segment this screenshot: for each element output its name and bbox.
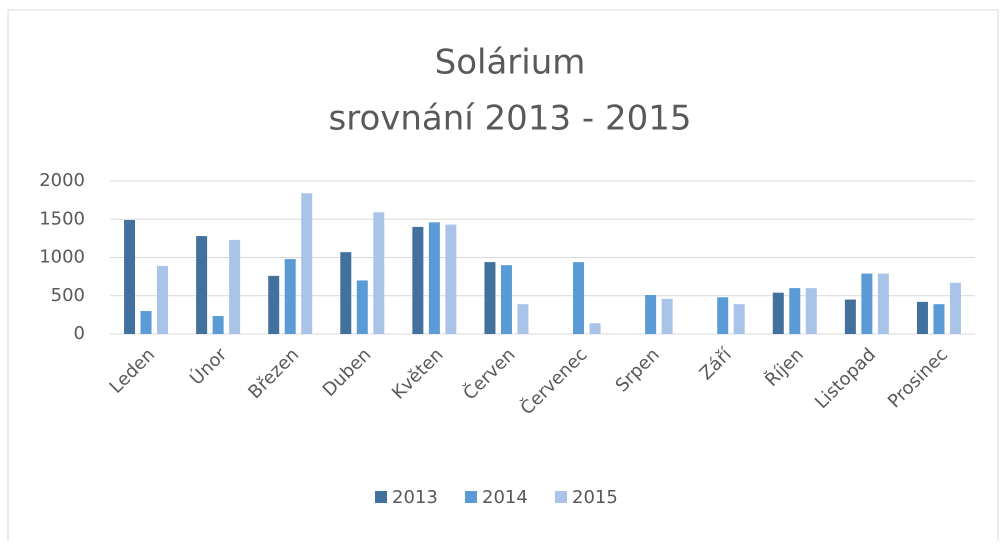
bar xyxy=(733,304,745,334)
chart-subtitle: srovnání 2013 - 2015 xyxy=(329,99,692,139)
bar xyxy=(573,262,585,334)
y-tick-label: 1500 xyxy=(39,208,85,229)
bar xyxy=(789,288,801,334)
bar xyxy=(517,304,529,334)
bar xyxy=(212,316,224,334)
bar xyxy=(301,193,313,334)
bar xyxy=(877,273,889,334)
bar xyxy=(933,304,945,334)
y-tick-label: 500 xyxy=(51,285,85,306)
bar xyxy=(412,226,424,334)
bar xyxy=(284,259,296,334)
legend-swatch xyxy=(375,491,387,503)
x-tick-label: Červen xyxy=(459,344,520,405)
x-tick-label: Únor xyxy=(185,343,231,389)
bar xyxy=(157,265,169,334)
bar xyxy=(805,288,817,334)
bar xyxy=(484,262,496,334)
bar xyxy=(717,297,729,334)
bar xyxy=(916,301,928,334)
legend-label: 2015 xyxy=(572,487,618,508)
x-tick-label: Červenec xyxy=(516,344,592,420)
x-tick-label: Listopad xyxy=(811,344,880,413)
bar xyxy=(445,224,457,334)
legend-swatch xyxy=(465,491,477,503)
chart-title: Solárium xyxy=(435,43,586,83)
y-tick-label: 2000 xyxy=(39,170,85,191)
x-tick-label: Duben xyxy=(319,344,376,401)
bar xyxy=(661,298,673,334)
legend-label: 2014 xyxy=(482,487,528,508)
bar xyxy=(196,236,208,334)
x-tick-label: Březen xyxy=(244,344,303,403)
x-tick-label: Prosinec xyxy=(884,344,952,412)
bar xyxy=(500,265,512,334)
chart-frame xyxy=(7,9,999,545)
legend-swatch xyxy=(555,491,567,503)
bar xyxy=(140,311,152,334)
bar xyxy=(772,292,784,334)
bar xyxy=(268,275,280,334)
y-tick-label: 1000 xyxy=(39,247,85,268)
bar xyxy=(949,282,961,334)
bar xyxy=(356,280,368,334)
bar xyxy=(589,323,601,334)
bar xyxy=(340,252,352,334)
x-tick-label: Leden xyxy=(106,344,160,398)
bar xyxy=(373,212,385,334)
x-tick-label: Srpen xyxy=(612,344,664,396)
bar xyxy=(844,299,856,334)
x-tick-label: Září xyxy=(696,344,737,385)
x-tick-label: Říjen xyxy=(760,344,807,391)
bar xyxy=(229,239,241,334)
bar xyxy=(124,220,136,334)
y-tick-label: 0 xyxy=(74,323,85,344)
bar xyxy=(645,294,657,334)
bar xyxy=(428,222,440,334)
bar xyxy=(861,273,873,334)
x-tick-label: Květen xyxy=(388,344,447,403)
legend-label: 2013 xyxy=(392,487,438,508)
